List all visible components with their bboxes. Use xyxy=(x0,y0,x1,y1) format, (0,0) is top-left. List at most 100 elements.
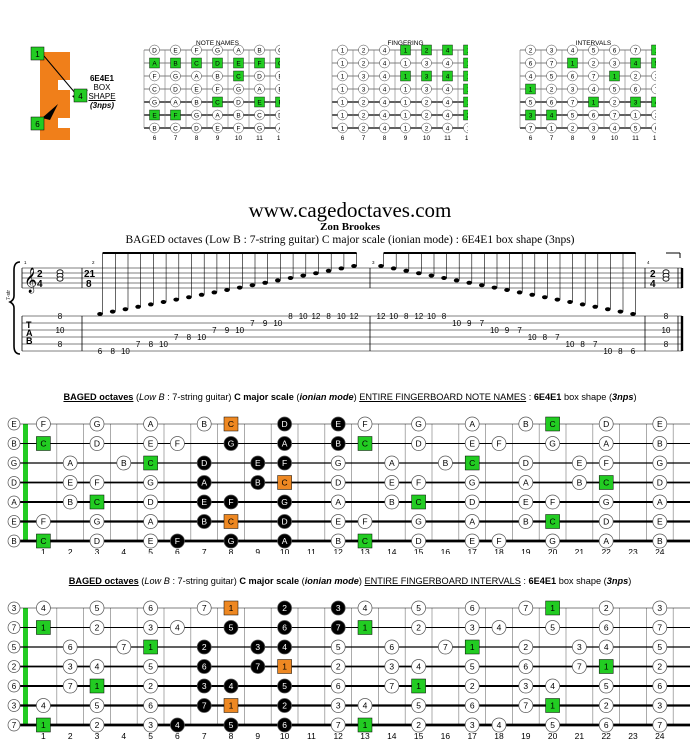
mini-fret-number: 7 xyxy=(174,135,178,142)
mini-note-label: A xyxy=(173,100,178,107)
note-head xyxy=(592,304,598,309)
mini-note-label: D xyxy=(236,100,241,107)
note-marker xyxy=(518,494,534,510)
mini-note-circle xyxy=(567,109,578,121)
mini-note-circle xyxy=(567,70,578,82)
mini-note-label: E xyxy=(194,87,199,94)
note-head xyxy=(390,266,397,271)
mini-note-label: 3 xyxy=(550,48,554,55)
tab-fret-number: 10 xyxy=(273,319,282,328)
note-head xyxy=(325,268,332,273)
mini-note-circle xyxy=(609,44,620,56)
mini-note-label: 5 xyxy=(571,113,575,120)
note-marker xyxy=(598,533,614,549)
mini-note-label: C xyxy=(173,126,178,133)
mini-note-label: 2 xyxy=(467,113,468,120)
mini-root-marker xyxy=(212,57,223,69)
note-label: 6 xyxy=(282,720,287,730)
note-label: 1 xyxy=(282,662,287,672)
mini-note-circle xyxy=(630,122,641,134)
note-marker xyxy=(438,639,453,655)
mini-note-label: 4 xyxy=(613,126,617,133)
root-note-marker xyxy=(545,416,560,432)
root-note-marker xyxy=(545,514,560,529)
open-string-marker xyxy=(7,456,21,470)
mini-note-circle xyxy=(337,44,348,56)
note-label: 7 xyxy=(443,642,448,652)
note-marker xyxy=(545,533,560,549)
note-label: 4 xyxy=(41,603,46,613)
note-marker xyxy=(143,475,158,490)
time-sig-end-top: 2 xyxy=(650,269,656,280)
mini-note-label: A xyxy=(152,61,157,68)
note-label: F xyxy=(362,517,367,527)
note-label: G xyxy=(656,458,663,468)
note-marker xyxy=(464,678,480,694)
note-label: 7 xyxy=(336,623,341,633)
mini-note-label: B xyxy=(215,74,219,81)
instrument-label: 7-str xyxy=(6,290,12,300)
mini-note-label: F xyxy=(216,87,220,94)
root-note-marker xyxy=(143,455,158,471)
mini-note-label: 2 xyxy=(655,113,656,120)
mini-note-label: B xyxy=(278,87,280,94)
mini-note-circle xyxy=(588,44,599,56)
box-note-marker xyxy=(277,639,292,655)
mini-note-label: 4 xyxy=(446,61,450,68)
note-label: 7 xyxy=(336,720,341,730)
mini-root-marker xyxy=(421,44,432,56)
note-head xyxy=(453,278,460,283)
mini-note-label: B xyxy=(152,126,156,133)
tab-fret-number: 10 xyxy=(490,326,499,335)
note-marker xyxy=(598,436,614,451)
note-marker xyxy=(89,717,105,733)
note-label: B xyxy=(577,478,583,488)
mini-note-label: 2 xyxy=(362,126,366,133)
note-label: A xyxy=(148,517,154,527)
mini-note-circle xyxy=(588,122,599,134)
mini-note-label: 2 xyxy=(529,48,533,55)
note-head xyxy=(275,278,281,283)
mini-note-circle xyxy=(588,70,599,82)
tab-fret-number: 8 xyxy=(187,333,192,342)
note-label: B xyxy=(67,497,73,507)
tab-fret-number: 10 xyxy=(389,312,398,321)
open-string-label: 2 xyxy=(12,663,17,672)
note-label: 7 xyxy=(255,662,260,672)
open-string-marker xyxy=(7,640,21,654)
time-sig-bottom: 4 xyxy=(37,279,43,290)
note-label: F xyxy=(41,517,46,527)
note-head xyxy=(211,290,218,295)
note-marker xyxy=(170,620,185,635)
note-label: G xyxy=(94,419,101,429)
fret-number: 13 xyxy=(360,731,370,741)
tab-fret-number: 10 xyxy=(528,333,537,342)
open-string-marker xyxy=(7,495,21,509)
note-marker xyxy=(491,717,507,733)
tab-fret-number: 7 xyxy=(593,340,598,349)
mini-note-circle xyxy=(400,83,411,95)
note-marker xyxy=(491,533,507,549)
note-label: 3 xyxy=(657,701,662,711)
note-label: 1 xyxy=(41,623,46,633)
mini-note-circle xyxy=(546,122,557,134)
mini-note-circle xyxy=(212,44,223,56)
note-marker xyxy=(143,416,158,432)
note-label: D xyxy=(282,419,288,429)
fret-number: 20 xyxy=(548,547,558,554)
mini-note-label: G xyxy=(173,74,178,81)
note-label: B xyxy=(443,458,449,468)
whole-note-head xyxy=(56,276,64,282)
root-note-marker xyxy=(545,600,560,616)
mini-note-label: 6 xyxy=(634,87,638,94)
box-note-marker xyxy=(223,436,239,451)
tab-fret-number: 8 xyxy=(149,340,154,349)
mini-note-circle xyxy=(358,122,369,134)
note-marker xyxy=(89,659,105,674)
mini-fret-number: 6 xyxy=(529,135,533,142)
fret-number: 24 xyxy=(655,731,665,741)
mini-note-label: 1 xyxy=(467,126,468,133)
mini-note-label: 7 xyxy=(571,100,575,107)
tab-fret-number: 12 xyxy=(311,312,320,321)
shape-root-marker xyxy=(277,475,292,490)
